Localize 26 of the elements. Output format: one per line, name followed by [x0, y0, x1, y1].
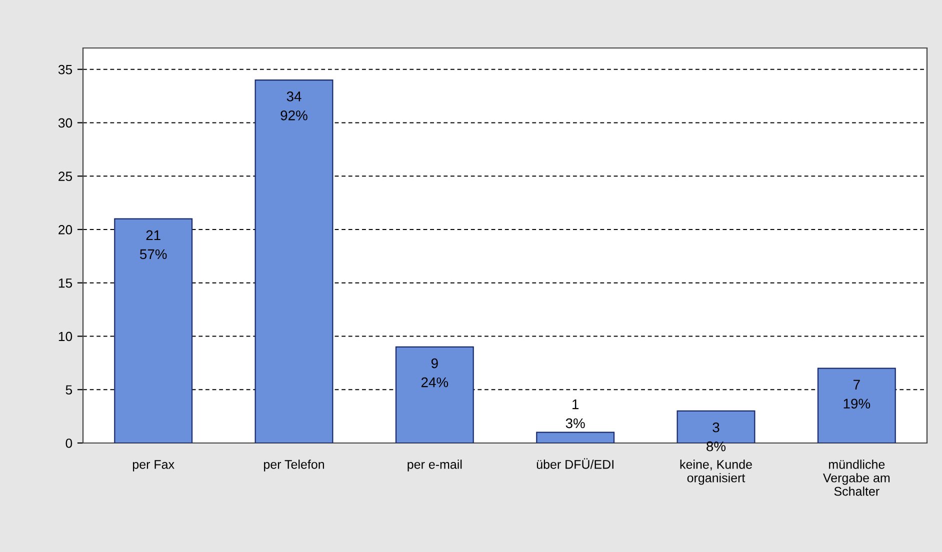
bar [254, 79, 334, 443]
data-label: 34 92% [280, 92, 308, 120]
bar [114, 218, 193, 443]
y-tick-label: 30 [58, 118, 72, 128]
y-tick-label: 0 [66, 438, 72, 448]
x-tick-label: mündliche Vergabe am Schalter [823, 460, 890, 496]
data-label: 7 19% [844, 380, 870, 409]
y-tick-label: 25 [58, 172, 72, 182]
bar [676, 410, 756, 443]
x-tick-label: per Telefon [264, 460, 324, 472]
data-label: 21 57% [140, 230, 167, 260]
bar [395, 346, 474, 443]
y-tick-label: 5 [66, 385, 72, 395]
x-tick-label: per e-mail [408, 460, 462, 472]
y-tick-label: 15 [58, 278, 72, 288]
data-label: 3 8% [706, 422, 726, 452]
y-tick-label: 20 [58, 225, 72, 234]
data-label: 1 3% [566, 400, 585, 428]
x-tick-label: per Fax [132, 460, 174, 472]
x-tick-label: keine, Kunde organisiert [680, 460, 752, 485]
data-label: 9 24% [421, 358, 448, 388]
y-tick-label: 35 [58, 64, 72, 74]
bar [817, 368, 896, 443]
bar [536, 432, 615, 443]
y-tick-label: 10 [58, 332, 72, 342]
x-tick-label: über DFÜ/EDI [536, 458, 614, 469]
